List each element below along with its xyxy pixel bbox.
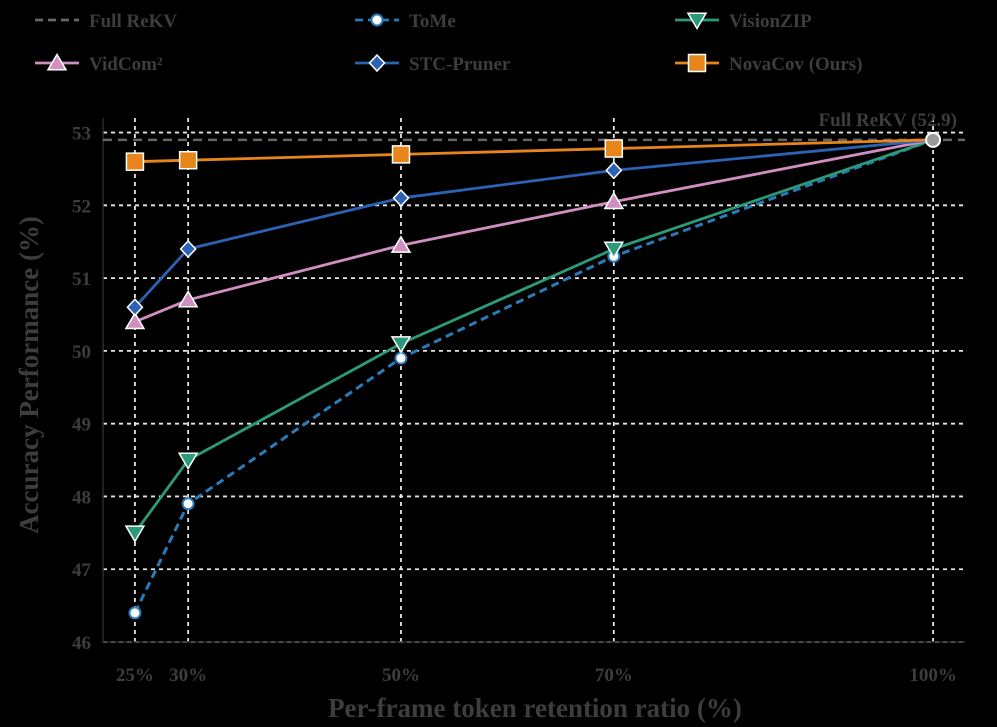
series-line-visionzip: [133, 138, 934, 534]
y-axis-label: Accuracy Performance (%): [14, 216, 44, 534]
data-point-vidcom: [124, 311, 146, 330]
legend-label: NovaCov (Ours): [729, 54, 863, 75]
data-point-visionzip: [124, 525, 146, 543]
data-point-vidcom: [177, 289, 199, 308]
legend-item: STC-Pruner: [355, 53, 511, 75]
legend-swatch-marker: [46, 52, 68, 71]
legend-swatch-marker: [686, 12, 708, 31]
data-point-tome: [394, 351, 408, 365]
data-point-visionzip: [390, 336, 412, 354]
data-point-novacov-ours: [604, 139, 624, 158]
data-point-stc-pruner: [392, 188, 410, 208]
data-point-novacov-ours: [178, 150, 198, 170]
data-point-vidcom: [390, 235, 412, 253]
y-tick-label: 53: [72, 124, 91, 145]
y-tick-label: 51: [72, 269, 91, 290]
data-point-endpoint: [925, 131, 942, 148]
reference-line-label: Full ReKV (52.9): [819, 110, 957, 131]
data-point-tome: [128, 606, 142, 620]
x-tick-label: 25%: [116, 665, 154, 686]
grid: [103, 118, 965, 643]
legend-item: Full ReKV: [35, 11, 177, 32]
reference-line-group: Full ReKV (52.9): [103, 110, 965, 142]
legend-item: VisionZIP: [675, 11, 812, 32]
series-line-tome: [133, 138, 934, 614]
x-tick-label: 70%: [595, 665, 633, 686]
x-axis-label: Per-frame token retention ratio (%): [328, 693, 742, 723]
data-point-tome: [181, 497, 195, 511]
legend-label: VidCom²: [89, 54, 163, 75]
series-group: [124, 131, 942, 620]
data-point-novacov-ours: [391, 145, 411, 164]
data-point-stc-pruner: [605, 161, 623, 180]
legend-swatch-marker: [370, 13, 384, 27]
y-tick-label: 46: [72, 633, 91, 654]
y-tick-label: 47: [72, 560, 92, 581]
legend-label: STC-Pruner: [409, 54, 511, 75]
x-tick-label: 30%: [169, 665, 207, 686]
legend-label: ToMe: [409, 11, 456, 32]
legend-item: VidCom²: [35, 52, 163, 75]
legend: Full ReKV ToMe VisionZIP VidCom² STC-Pruner N…: [35, 11, 863, 75]
data-point-stc-pruner: [126, 298, 144, 317]
y-tick-label: 50: [72, 342, 91, 363]
data-point-vidcom: [603, 191, 625, 210]
legend-label: VisionZIP: [729, 11, 812, 32]
data-point-visionzip: [603, 241, 625, 260]
data-point-stc-pruner: [179, 239, 197, 259]
y-tick-label: 49: [72, 415, 91, 436]
legend-swatch-marker: [368, 53, 386, 73]
data-point-novacov-ours: [125, 152, 145, 171]
y-tick-label: 52: [72, 196, 91, 217]
x-tick-label: 100%: [909, 665, 957, 686]
legend-item: NovaCov (Ours): [675, 53, 863, 75]
legend-item: ToMe: [355, 11, 456, 32]
legend-label: Full ReKV: [89, 11, 177, 32]
y-tick-label: 48: [72, 487, 91, 508]
axes: 46 47 48 49 50 51 52 53 25% 30% 50% 70% 100%: [72, 118, 965, 686]
legend-swatch-marker: [687, 53, 707, 73]
data-point-visionzip: [177, 452, 199, 471]
x-tick-label: 50%: [382, 665, 420, 686]
